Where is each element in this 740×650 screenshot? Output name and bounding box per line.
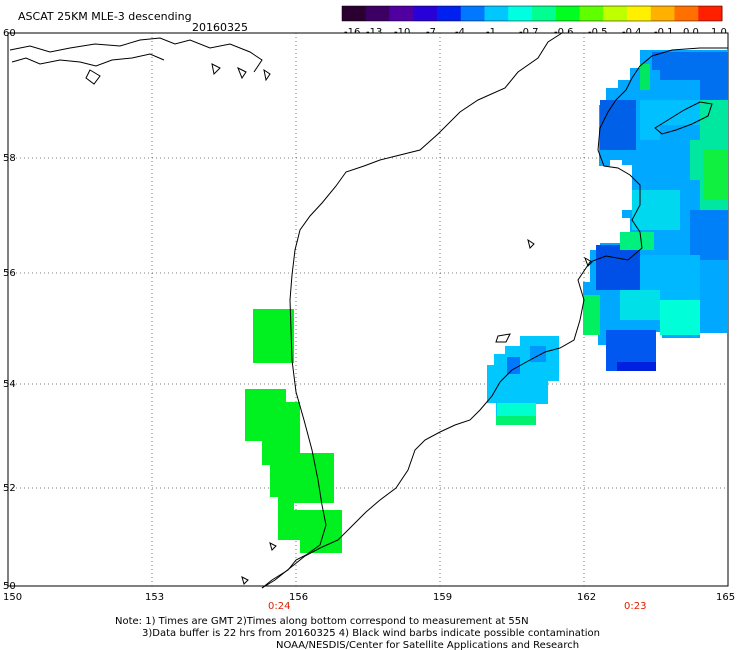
lat-label: 60: [3, 28, 16, 39]
colorbar-frame: [341, 5, 723, 22]
lon-label: 165: [716, 592, 735, 603]
lon-label: 159: [433, 592, 452, 603]
data-cells: [253, 309, 294, 363]
data-cells: [583, 295, 600, 335]
colorbar-cell: [532, 6, 557, 21]
map-date: 20160325: [192, 21, 248, 34]
data-cells: [620, 232, 654, 250]
data-cells: [690, 210, 728, 260]
colorbar-cell: [508, 6, 533, 21]
lat-label: 54: [3, 379, 16, 390]
colorbar-cell: [389, 6, 414, 21]
lon-label: 156: [289, 592, 308, 603]
colorbar-cell: [484, 6, 509, 21]
lat-label: 52: [3, 483, 16, 494]
data-cells: [497, 403, 536, 416]
lat-label: 50: [3, 581, 16, 592]
data-cells: [620, 290, 660, 320]
data-cells: [640, 64, 650, 90]
time-mark: 0:23: [624, 601, 646, 612]
data-cells: [617, 362, 656, 371]
graticule: [8, 33, 728, 586]
data-cells: [652, 52, 728, 100]
lat-label: 56: [3, 268, 16, 279]
data-cells: [530, 346, 546, 362]
data-cells: [606, 330, 656, 371]
map-title: ASCAT 25KM MLE-3 descending: [18, 10, 192, 23]
data-cells: [660, 300, 700, 335]
data-cells: [640, 255, 700, 300]
colorbar-cell: [437, 6, 462, 21]
data-cells: [596, 245, 640, 290]
colorbar-cell: [555, 6, 580, 21]
coastline: [9, 32, 728, 589]
note-line: NOAA/NESDIS/Center for Satellite Applica…: [276, 640, 579, 650]
note-line: Note: 1) Times are GMT 2)Times along bot…: [115, 616, 529, 627]
colorbar-cell: [650, 6, 675, 21]
colorbar-cell: [603, 6, 628, 21]
swath-west: [245, 309, 342, 553]
swath-east: [583, 50, 728, 371]
data-cells: [245, 389, 342, 553]
data-cells: [600, 100, 636, 150]
colorbar-cell: [413, 6, 438, 21]
note-line: 3)Data buffer is 22 hrs from 20160325 4)…: [142, 628, 600, 639]
colorbar-cell: [460, 6, 485, 21]
colorbar-cell: [627, 6, 652, 21]
data-cells: [496, 416, 536, 425]
lon-label: 150: [3, 592, 22, 603]
lon-label: 162: [577, 592, 596, 603]
colorbar-cell: [674, 6, 699, 21]
data-cells: [704, 150, 728, 200]
lat-label: 58: [3, 153, 16, 164]
colorbar-cells: [342, 6, 723, 21]
colorbar-cell: [698, 6, 723, 21]
colorbar-cell: [579, 6, 604, 21]
data-cells: [632, 190, 680, 230]
lon-label: 153: [145, 592, 164, 603]
colorbar-cell: [342, 6, 367, 21]
colorbar-cell: [365, 6, 390, 21]
data-cells: [507, 357, 520, 374]
time-mark: 0:24: [268, 601, 290, 612]
swath-middle: [487, 336, 559, 425]
